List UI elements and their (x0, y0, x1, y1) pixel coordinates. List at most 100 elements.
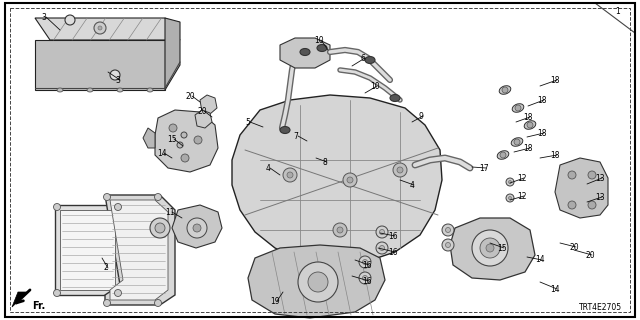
Circle shape (380, 229, 385, 235)
Text: 16: 16 (388, 247, 398, 257)
Polygon shape (35, 40, 165, 90)
Text: 18: 18 (524, 113, 532, 122)
Circle shape (94, 22, 106, 34)
Circle shape (568, 171, 576, 179)
Ellipse shape (280, 126, 290, 133)
Text: 19: 19 (270, 297, 280, 306)
Polygon shape (195, 110, 212, 128)
Circle shape (283, 168, 297, 182)
Circle shape (509, 180, 511, 183)
Circle shape (150, 218, 170, 238)
Text: 12: 12 (517, 173, 527, 182)
Text: 17: 17 (479, 164, 489, 172)
Ellipse shape (317, 44, 327, 52)
Circle shape (155, 223, 165, 233)
Circle shape (287, 172, 293, 178)
Text: 20: 20 (585, 251, 595, 260)
Circle shape (362, 276, 367, 281)
Polygon shape (110, 200, 168, 300)
Circle shape (194, 136, 202, 144)
Text: 13: 13 (595, 173, 605, 182)
Circle shape (397, 167, 403, 173)
Text: 20: 20 (569, 243, 579, 252)
Circle shape (359, 256, 371, 268)
Polygon shape (555, 158, 608, 218)
Circle shape (154, 300, 161, 307)
Circle shape (177, 142, 183, 148)
Ellipse shape (497, 151, 509, 159)
Circle shape (568, 201, 576, 209)
Text: 14: 14 (535, 255, 545, 265)
Polygon shape (60, 210, 115, 290)
Ellipse shape (499, 86, 511, 94)
Polygon shape (105, 195, 175, 305)
Text: 10: 10 (370, 82, 380, 91)
Polygon shape (450, 218, 535, 280)
Circle shape (393, 163, 407, 177)
Text: 16: 16 (362, 276, 372, 285)
Ellipse shape (87, 88, 93, 92)
Circle shape (54, 204, 61, 211)
Text: 18: 18 (550, 76, 560, 84)
Polygon shape (280, 38, 330, 68)
Ellipse shape (147, 88, 153, 92)
Circle shape (110, 70, 120, 80)
Ellipse shape (57, 88, 63, 92)
Circle shape (527, 122, 533, 128)
Polygon shape (155, 110, 218, 172)
Circle shape (486, 244, 494, 252)
Circle shape (193, 224, 201, 232)
Circle shape (333, 223, 347, 237)
Circle shape (54, 290, 61, 297)
Ellipse shape (512, 104, 524, 112)
Ellipse shape (365, 57, 375, 63)
Text: 20: 20 (197, 107, 207, 116)
Circle shape (376, 242, 388, 254)
Text: 3: 3 (116, 76, 120, 84)
Circle shape (588, 171, 596, 179)
Circle shape (442, 224, 454, 236)
Circle shape (514, 139, 520, 145)
Text: 15: 15 (497, 244, 507, 252)
Circle shape (308, 272, 328, 292)
Text: 16: 16 (388, 231, 398, 241)
Text: 14: 14 (157, 148, 167, 157)
Circle shape (509, 196, 511, 199)
Circle shape (343, 173, 357, 187)
Text: 18: 18 (524, 143, 532, 153)
Text: 1: 1 (616, 6, 620, 15)
Text: 12: 12 (517, 191, 527, 201)
Circle shape (347, 177, 353, 183)
Polygon shape (248, 245, 385, 318)
Text: 11: 11 (165, 207, 175, 217)
Ellipse shape (511, 138, 523, 146)
Polygon shape (165, 18, 180, 90)
Circle shape (445, 228, 451, 233)
Text: 18: 18 (537, 95, 547, 105)
Text: 18: 18 (550, 150, 560, 159)
Circle shape (506, 178, 514, 186)
Text: TRT4E2705: TRT4E2705 (579, 303, 622, 312)
Text: 20: 20 (185, 92, 195, 100)
Circle shape (472, 230, 508, 266)
Text: Fr.: Fr. (32, 301, 45, 311)
Ellipse shape (390, 94, 400, 101)
Ellipse shape (524, 121, 536, 129)
Circle shape (506, 194, 514, 202)
Text: 10: 10 (314, 36, 324, 44)
Polygon shape (55, 205, 120, 295)
Text: 5: 5 (246, 117, 250, 126)
Circle shape (154, 194, 161, 201)
Circle shape (445, 243, 451, 247)
Circle shape (515, 105, 521, 111)
Circle shape (362, 260, 367, 265)
Polygon shape (143, 128, 155, 148)
Polygon shape (12, 292, 28, 307)
Text: 7: 7 (294, 132, 298, 140)
Text: 18: 18 (537, 129, 547, 138)
Circle shape (500, 152, 506, 158)
Circle shape (187, 218, 207, 238)
Polygon shape (35, 18, 180, 40)
Circle shape (588, 201, 596, 209)
Polygon shape (172, 205, 222, 248)
